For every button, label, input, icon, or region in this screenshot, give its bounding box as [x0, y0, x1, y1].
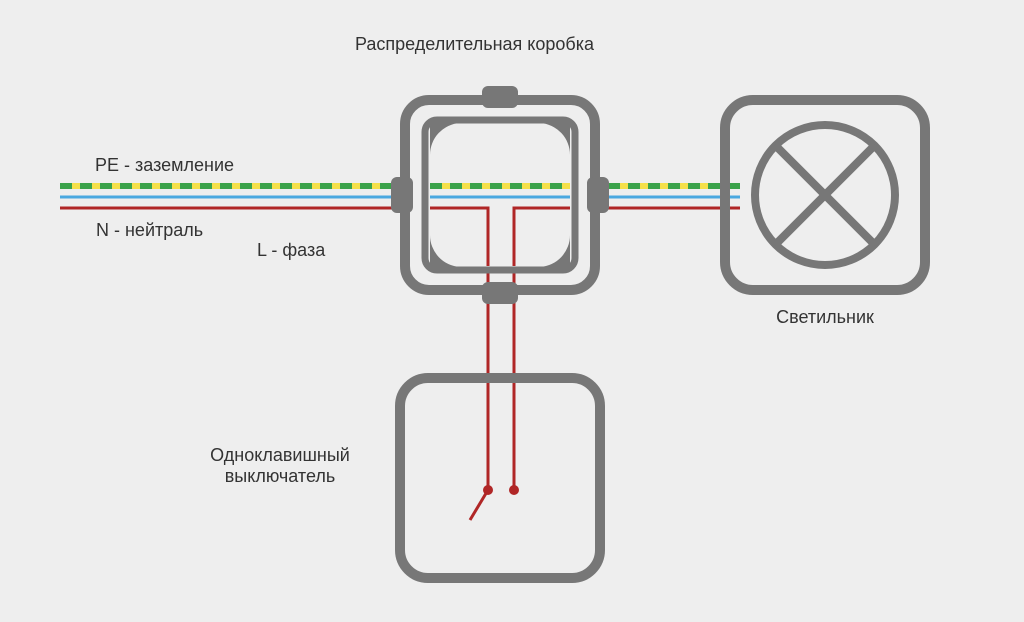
junction-tab-bottom	[482, 282, 518, 304]
switch-terminal-right	[509, 485, 519, 495]
label-lamp: Светильник	[776, 307, 874, 328]
switch-lever	[470, 490, 488, 520]
junction-tab-left	[391, 177, 413, 213]
label-n: N - нейтраль	[96, 220, 203, 241]
junction-box-inner-mask	[425, 120, 575, 270]
label-pe: PE - заземление	[95, 155, 234, 176]
switch-box	[400, 378, 600, 578]
junction-tab-top	[482, 86, 518, 108]
label-junction-box: Распределительная коробка	[355, 34, 594, 55]
label-l: L - фаза	[257, 240, 325, 261]
junction-tab-right	[587, 177, 609, 213]
label-switch: Одноклавишный выключатель	[210, 445, 350, 487]
